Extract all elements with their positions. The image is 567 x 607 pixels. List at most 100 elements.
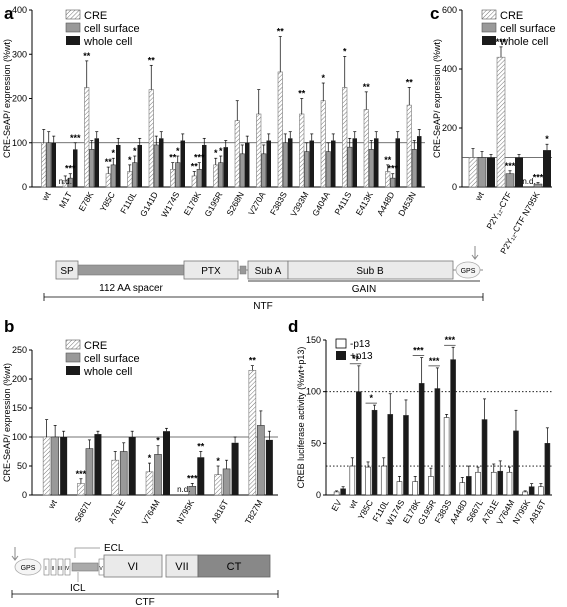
domain-vii-label: VII [175, 561, 188, 573]
y-axis-label: CRE-SeAP/ expression (%wt) [432, 39, 442, 158]
significance-marker: *** [65, 164, 76, 174]
bar [256, 113, 262, 188]
chart-panel-a: 0 100 200 300 400 CRE-SeAP/ expression (%wt) w… [2, 5, 425, 219]
x-tick-label: E413K [354, 190, 376, 217]
x-tick-label: A816T [209, 498, 230, 525]
bar [475, 471, 481, 496]
bar [333, 491, 340, 496]
tm-v-label: V [99, 566, 103, 572]
legend-label-surface: cell surface [84, 353, 140, 365]
bar [340, 488, 346, 496]
bar [522, 491, 528, 496]
cleavage-arrow-icon [11, 547, 19, 561]
domain-subb-label: Sub B [356, 266, 384, 277]
y-tick-label: 150 [12, 403, 27, 413]
bar [543, 150, 551, 187]
bar [406, 104, 412, 188]
x-tick-label: S268N [224, 190, 246, 218]
x-tick-label: W174S [159, 190, 182, 219]
significance-marker: ** [363, 82, 371, 92]
domain-gps [14, 558, 42, 576]
ecl-connector [74, 547, 100, 558]
bar [116, 144, 121, 187]
y-tick-label: 50 [17, 461, 27, 471]
bar [477, 157, 487, 188]
legend-swatch-whole [66, 366, 80, 375]
bar [265, 439, 273, 495]
tm-ii [50, 558, 57, 576]
cleavage-arrow-icon [471, 246, 479, 260]
y-tick-label: 100 [306, 387, 321, 397]
bar [127, 171, 133, 188]
bar [363, 109, 369, 188]
bar [163, 431, 170, 495]
y-tick-label: 300 [12, 49, 27, 59]
x-tick-label: F383S [268, 190, 289, 217]
legend-label-whole: whole cell [83, 366, 132, 378]
bar [214, 474, 222, 496]
bar [60, 437, 68, 495]
bar [119, 451, 128, 496]
icl-label: ICL [70, 583, 86, 594]
significance-marker: * [214, 148, 218, 158]
y-tick-label: 200 [442, 123, 457, 133]
bar [148, 89, 154, 188]
significance-marker: * [343, 46, 347, 56]
legend-swatch-minus [335, 338, 347, 349]
bar [320, 100, 326, 188]
bar [196, 169, 202, 188]
bar [248, 369, 257, 496]
significance-marker: * [176, 146, 180, 156]
bar [282, 142, 288, 188]
annotation-nd: n.d. [522, 177, 535, 186]
legend-d: -p13 +p13 [335, 338, 373, 362]
bar [505, 173, 515, 188]
domain-ct-label: CT [227, 561, 242, 573]
bar [356, 391, 362, 496]
bar [331, 140, 336, 187]
significance-marker: ** [83, 51, 91, 61]
y-tick-label: 50 [311, 438, 321, 448]
significance-marker: * [148, 453, 152, 463]
bar [396, 481, 403, 496]
bar [418, 383, 425, 496]
x-tick-label: G404A [310, 190, 332, 218]
tm-ii-label: II [52, 566, 55, 572]
significance-marker: ** [384, 155, 392, 165]
bar [137, 144, 142, 187]
bar [515, 157, 523, 187]
significance-marker: * [321, 73, 325, 83]
bar [213, 164, 219, 188]
x-tick-label: wt [45, 497, 59, 511]
bar [443, 417, 450, 496]
bar [111, 459, 120, 496]
bar [170, 169, 176, 188]
bar [299, 113, 305, 188]
x-tick-label: G195R [202, 190, 224, 218]
y-tick-label: 250 [12, 345, 27, 355]
bar [51, 142, 56, 187]
ecl-label: ECL [104, 543, 124, 554]
bar [145, 471, 154, 496]
bar [459, 482, 466, 496]
loop-ic [71, 562, 99, 572]
bar [309, 140, 314, 187]
domain-ptx-label: PTX [201, 266, 221, 277]
legend-swatch-whole [482, 36, 496, 45]
y-tick-label: 400 [12, 5, 27, 15]
significance-marker: ** [352, 354, 360, 364]
x-tick-label: A761E [106, 498, 128, 525]
significance-marker: *** [387, 164, 398, 174]
bar [191, 175, 197, 188]
tm-iv-label: IV [65, 566, 70, 572]
bar [128, 437, 136, 495]
legend-label-plus: +p13 [350, 351, 373, 362]
bar [371, 409, 378, 496]
bar [365, 466, 371, 496]
domain-spacer-label: 112 AA spacer [99, 283, 163, 294]
x-tick-label: D453N [396, 190, 418, 218]
significance-marker: *** [76, 469, 87, 479]
legend-label-surface: cell surface [500, 23, 556, 35]
annotation-nd: n.d. [59, 177, 72, 186]
domain-ct [197, 554, 271, 578]
